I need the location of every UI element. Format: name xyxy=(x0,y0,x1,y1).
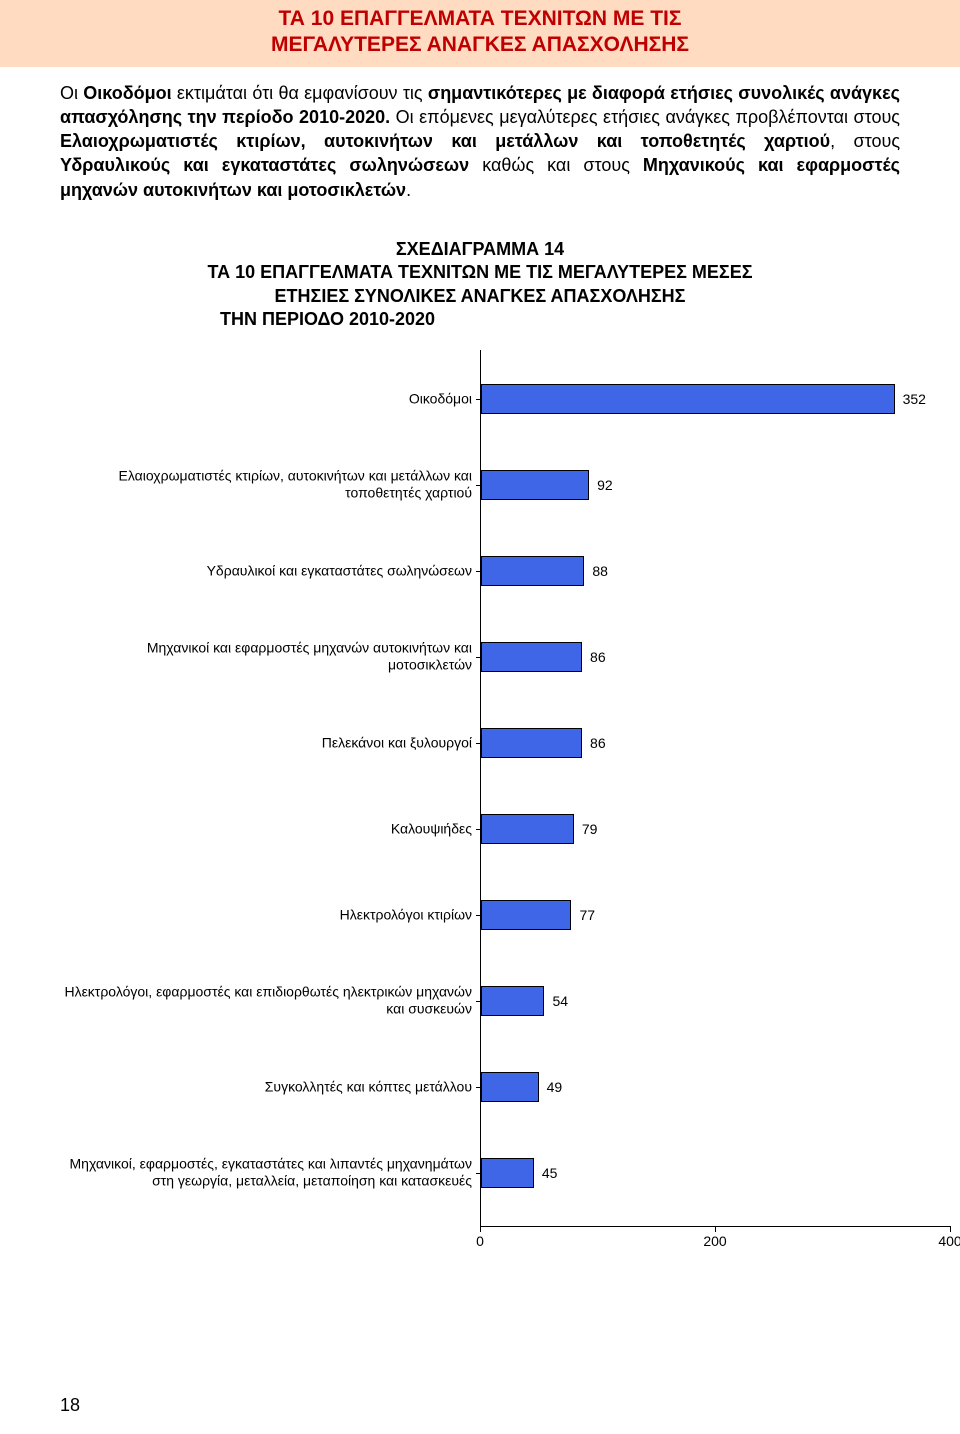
bar-value: 77 xyxy=(571,907,595,923)
x-tick xyxy=(950,1226,951,1232)
intro-text: Οι xyxy=(60,83,83,103)
bar-label: Καλουψιήδες xyxy=(62,820,472,838)
section-title-line1: ΤΑ 10 ΕΠΑΓΓΕΛΜΑΤΑ ΤΕΧΝΙΤΩΝ ΜΕ ΤΙΣ xyxy=(10,6,950,32)
chart-title-line: ΣΧΕΔΙΑΓΡΑΜΜΑ 14 xyxy=(100,238,860,261)
bar xyxy=(481,814,574,844)
intro-bold: Υδραυλικούς και εγκαταστάτες σωληνώσεων xyxy=(60,155,469,175)
chart-plot-area: Οικοδόμοι352Ελαιοχρωματιστές κτιρίων, αυ… xyxy=(480,350,950,1227)
bar-label: Ηλεκτρολόγοι κτιρίων xyxy=(62,906,472,924)
intro-bold: Οικοδόμοι xyxy=(83,83,171,103)
chart-row: Πελεκάνοι και ξυλουργοί86 xyxy=(481,700,950,786)
bar-label: Οικοδόμοι xyxy=(62,390,472,408)
bar xyxy=(481,1158,534,1188)
chart-title: ΣΧΕΔΙΑΓΡΑΜΜΑ 14 ΤΑ 10 ΕΠΑΓΓΕΛΜΑΤΑ ΤΕΧΝΙΤ… xyxy=(60,238,900,332)
bar xyxy=(481,728,582,758)
intro-text: . xyxy=(406,180,411,200)
bar-value: 45 xyxy=(534,1165,558,1181)
bar xyxy=(481,900,571,930)
intro-text: εκτιμάται ότι θα εμφανίσουν τις xyxy=(172,83,428,103)
bar-label: Συγκολλητές και κόπτες μετάλλου xyxy=(62,1078,472,1096)
bar xyxy=(481,556,584,586)
x-tick xyxy=(480,1226,481,1232)
chart-title-line: ΤΗΝ ΠΕΡΙΟΔΟ 2010-2020 xyxy=(100,308,860,331)
bar xyxy=(481,1072,539,1102)
chart-row: Μηχανικοί, εφαρμοστές, εγκαταστάτες και … xyxy=(481,1130,950,1216)
intro-text: καθώς και στους xyxy=(469,155,643,175)
chart-row: Μηχανικοί και εφαρμοστές μηχανών αυτοκιν… xyxy=(481,614,950,700)
chart-x-axis: 0200400 xyxy=(480,1227,950,1257)
bar xyxy=(481,642,582,672)
chart-title-line: ΤΑ 10 ΕΠΑΓΓΕΛΜΑΤΑ ΤΕΧΝΙΤΩΝ ΜΕ ΤΙΣ ΜΕΓΑΛΥ… xyxy=(100,261,860,284)
x-tick-label: 0 xyxy=(476,1233,484,1249)
bar xyxy=(481,986,544,1016)
bar-label: Υδραυλικοί και εγκαταστάτες σωληνώσεων xyxy=(62,562,472,580)
bar-value: 49 xyxy=(539,1079,563,1095)
bar-value: 92 xyxy=(589,477,613,493)
bar-value: 79 xyxy=(574,821,598,837)
bar-label: Μηχανικοί, εφαρμοστές, εγκαταστάτες και … xyxy=(62,1155,472,1190)
chart-title-line: ΕΤΗΣΙΕΣ ΣΥΝΟΛΙΚΕΣ ΑΝΑΓΚΕΣ ΑΠΑΣΧΟΛΗΣΗΣ xyxy=(100,285,860,308)
bar-label: Μηχανικοί και εφαρμοστές μηχανών αυτοκιν… xyxy=(62,639,472,674)
bar-label: Ηλεκτρολόγοι, εφαρμοστές και επιδιορθωτέ… xyxy=(62,983,472,1018)
intro-text: , στους xyxy=(830,131,900,151)
chart-row: Υδραυλικοί και εγκαταστάτες σωληνώσεων88 xyxy=(481,528,950,614)
bar-value: 54 xyxy=(544,993,568,1009)
intro-bold: Ελαιοχρωματιστές κτιρίων, αυτοκινήτων κα… xyxy=(60,131,830,151)
bar xyxy=(481,384,895,414)
chart-row: Ελαιοχρωματιστές κτιρίων, αυτοκινήτων κα… xyxy=(481,442,950,528)
bar-value: 86 xyxy=(582,649,606,665)
intro-text: Οι επόμενες μεγαλύτερες ετήσιες ανάγκες … xyxy=(390,107,900,127)
bar-label: Ελαιοχρωματιστές κτιρίων, αυτοκινήτων κα… xyxy=(62,467,472,502)
bar-chart: Οικοδόμοι352Ελαιοχρωματιστές κτιρίων, αυ… xyxy=(60,350,900,1257)
chart-row: Ηλεκτρολόγοι, εφαρμοστές και επιδιορθωτέ… xyxy=(481,958,950,1044)
bar xyxy=(481,470,589,500)
chart-row: Καλουψιήδες79 xyxy=(481,786,950,872)
chart-row: Ηλεκτρολόγοι κτιρίων77 xyxy=(481,872,950,958)
chart-row: Συγκολλητές και κόπτες μετάλλου49 xyxy=(481,1044,950,1130)
bar-value: 352 xyxy=(895,391,926,407)
x-tick xyxy=(715,1226,716,1232)
section-title-band: ΤΑ 10 ΕΠΑΓΓΕΛΜΑΤΑ ΤΕΧΝΙΤΩΝ ΜΕ ΤΙΣ ΜΕΓΑΛΥ… xyxy=(0,0,960,67)
bar-value: 88 xyxy=(584,563,608,579)
section-title-line2: ΜΕΓΑΛΥΤΕΡΕΣ ΑΝΑΓΚΕΣ ΑΠΑΣΧΟΛΗΣΗΣ xyxy=(10,32,950,58)
x-tick-label: 200 xyxy=(703,1233,726,1249)
page-number: 18 xyxy=(60,1395,80,1416)
chart-row: Οικοδόμοι352 xyxy=(481,356,950,442)
x-tick-label: 400 xyxy=(938,1233,960,1249)
bar-value: 86 xyxy=(582,735,606,751)
intro-paragraph: Οι Οικοδόμοι εκτιμάται ότι θα εμφανίσουν… xyxy=(60,81,900,202)
bar-label: Πελεκάνοι και ξυλουργοί xyxy=(62,734,472,752)
